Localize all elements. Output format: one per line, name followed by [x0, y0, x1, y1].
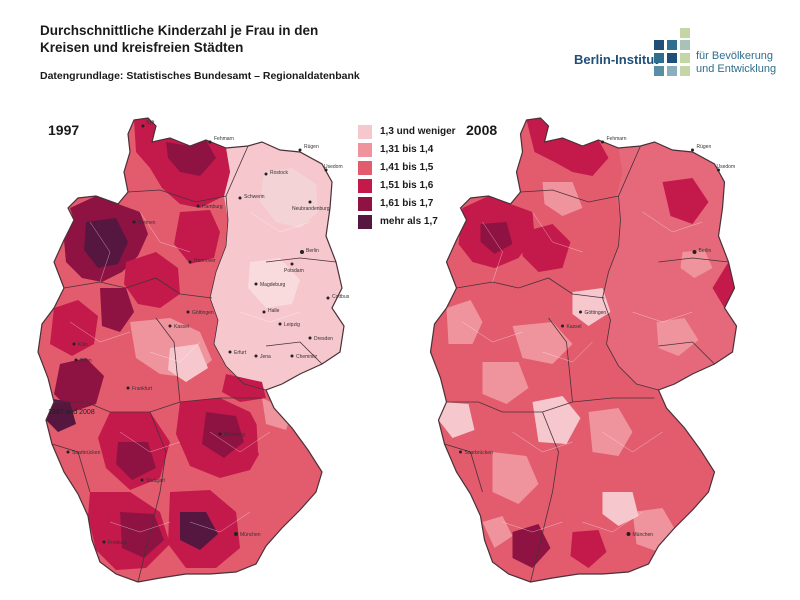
- city-label: Berlin: [306, 248, 319, 254]
- legend-item: 1,3 und weniger: [358, 124, 468, 141]
- city-label: Usedom: [717, 164, 736, 170]
- legend-swatch: [358, 215, 372, 229]
- city-label: Sylt: [146, 120, 155, 126]
- city-label: Hamburg: [202, 204, 223, 210]
- legend-label: mehr als 1,7: [380, 216, 438, 227]
- city-label: Halle: [268, 308, 280, 314]
- legend-label: 1,41 bis 1,5: [380, 162, 434, 173]
- legend-label: 1,31 bis 1,4: [380, 144, 434, 155]
- legend-label: 1,51 bis 1,6: [380, 180, 434, 191]
- legend-swatch: [358, 161, 372, 175]
- city-label: Saarbrücken: [72, 450, 101, 456]
- city-markers-1997: Sylt Fehmarn Rügen Usedom Schwerin Rosto…: [66, 120, 350, 546]
- logo-sub-line-2: und Entwicklung: [696, 63, 777, 75]
- district-fill-2008: [430, 118, 737, 582]
- city-label: Magdeburg: [260, 282, 286, 288]
- city-label: Schwerin: [244, 194, 265, 200]
- city-label: Bremen: [138, 220, 156, 226]
- city-label: Rostock: [270, 170, 289, 176]
- district-borders-2008: [462, 211, 703, 533]
- city-label: Stuttgart: [146, 478, 166, 484]
- city-label: Fehmarn: [607, 136, 627, 142]
- city-label: Göttingen: [192, 310, 214, 316]
- city-label: München: [633, 532, 654, 538]
- city-label: Usedom: [324, 164, 343, 170]
- data-source: Datengrundlage: Statistisches Bundesamt …: [40, 70, 360, 82]
- city-label: Rügen: [304, 144, 319, 150]
- logo-subtitle: für Bevölkerung und Entwicklung: [696, 50, 776, 76]
- legend-swatch: [358, 197, 372, 211]
- legend: 1,3 und weniger 1,31 bis 1,4 1,41 bis 1,…: [358, 124, 468, 232]
- legend-item: 1,61 bis 1,7: [358, 196, 468, 213]
- city-label: Nürnberg: [224, 432, 245, 438]
- chart-title: Durchschnittliche Kinderzahl je Frau in …: [40, 22, 400, 56]
- city-label: Jena: [260, 354, 271, 360]
- state-borders-2008: [429, 117, 738, 583]
- city-label: Berlin: [699, 248, 712, 254]
- year-label-2008: 2008: [466, 122, 498, 138]
- year-label-1997: 1997: [48, 122, 80, 138]
- district-borders-1997: [69, 211, 311, 533]
- city-label: Erfurt: [234, 350, 247, 356]
- legend-item: 1,31 bis 1,4: [358, 142, 468, 159]
- legend-label: 1,3 und weniger: [380, 126, 456, 137]
- city-label: Cottbus: [332, 294, 350, 300]
- city-label: Bonn: [80, 358, 92, 364]
- city-label: Neubrandenburg: [292, 206, 330, 212]
- legend-swatch: [358, 125, 372, 139]
- berlin-institut-logo: Berlin-Institut für Bevölkerung und Entw…: [574, 26, 784, 96]
- city-label: Saarbrücken: [465, 450, 494, 456]
- title-line-2: Kreisen und kreisfreien Städten: [40, 40, 244, 55]
- city-label: Freiburg: [108, 540, 127, 546]
- city-label: Leipzig: [284, 322, 300, 328]
- legend-swatch: [358, 143, 372, 157]
- city-markers-2008: Fehmarn Rügen Usedom Berlin Göttingen Ka…: [459, 136, 735, 538]
- city-label: Hannover: [194, 258, 216, 264]
- city-label: Göttingen: [585, 310, 607, 316]
- city-label: Kassel: [174, 324, 189, 330]
- city-label: Frankfurt: [132, 386, 153, 392]
- map-annotation: 1997 und 2008: [48, 409, 95, 416]
- city-label: Köln: [78, 342, 88, 348]
- map-2008: Fehmarn Rügen Usedom Berlin Göttingen Ka…: [429, 117, 738, 583]
- legend-label: 1,61 bis 1,7: [380, 198, 434, 209]
- city-label: Kassel: [567, 324, 582, 330]
- legend-item: 1,51 bis 1,6: [358, 178, 468, 195]
- title-line-1: Durchschnittliche Kinderzahl je Frau in …: [40, 23, 319, 38]
- city-label: Chemnitz: [296, 354, 318, 360]
- city-label: München: [240, 532, 261, 538]
- city-label: Rügen: [697, 144, 712, 150]
- logo-sub-line-1: für Bevölkerung: [696, 50, 774, 62]
- legend-item: mehr als 1,7: [358, 214, 468, 231]
- legend-swatch: [358, 179, 372, 193]
- logo-name: Berlin-Institut: [574, 52, 659, 67]
- city-label: Dresden: [314, 336, 333, 342]
- state-borders-1997: [37, 117, 345, 583]
- city-label: Potsdam: [284, 268, 304, 274]
- district-fill-1997: [38, 118, 344, 582]
- legend-item: 1,41 bis 1,5: [358, 160, 468, 177]
- map-1997: Sylt Fehmarn Rügen Usedom Schwerin Rosto…: [37, 117, 350, 583]
- city-label: Fehmarn: [214, 136, 234, 142]
